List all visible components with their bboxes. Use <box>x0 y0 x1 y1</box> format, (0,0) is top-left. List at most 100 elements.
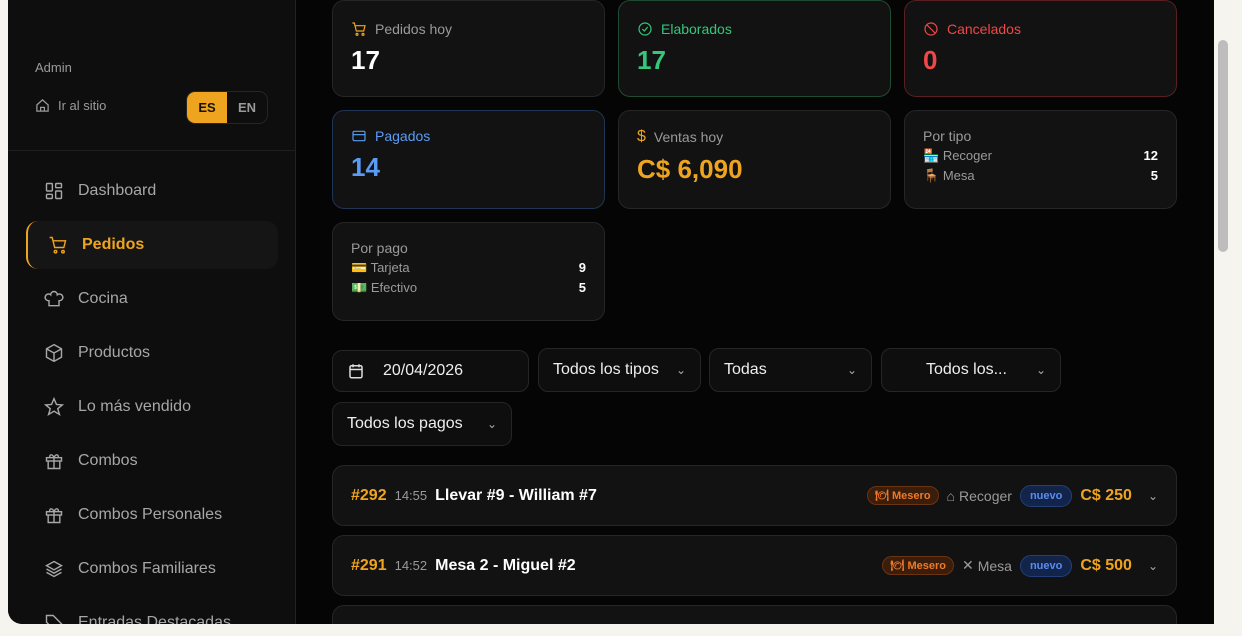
type-label: Mesa <box>977 557 1012 574</box>
stat-label: Ventas hoy <box>653 129 724 145</box>
stat-por-tipo: Por tipo 🏪 Recoger 12 🪑 Mesa 5 <box>904 110 1177 209</box>
home-icon <box>36 99 49 112</box>
payment-filter[interactable]: Todos los pagos ⌄ <box>332 402 512 446</box>
gift-icon <box>45 454 63 470</box>
calendar-icon <box>349 364 363 379</box>
date-value: 20/04/2026 <box>383 362 464 379</box>
por-tipo-row: 🪑 Mesa 5 <box>923 168 1158 184</box>
sidebar-item-combos-personales[interactable]: Combos Personales <box>26 491 278 539</box>
por-pago-row: 💵 Efectivo 5 <box>351 280 586 296</box>
order-time: 14:52 <box>394 558 428 573</box>
row-name: Recoger <box>942 148 992 163</box>
store-emoji-icon: 🏪 <box>923 148 940 163</box>
sidebar-item-productos[interactable]: Productos <box>26 329 278 377</box>
stat-label: Elaborados <box>661 21 732 37</box>
sidebar-item-combos[interactable]: Combos <box>26 437 278 485</box>
stat-cancelados: Cancelados 0 <box>904 0 1177 97</box>
order-row[interactable] <box>332 605 1177 624</box>
row-count: 9 <box>578 260 586 275</box>
scrollbar-thumb[interactable] <box>1218 40 1228 252</box>
source-label: Mesero <box>892 490 931 502</box>
third-filter-value: Todos los... <box>926 361 1007 378</box>
utensils-crossed-icon: ✕ <box>961 557 974 573</box>
divider <box>8 150 296 151</box>
lang-es-button[interactable]: ES <box>187 92 227 123</box>
order-row[interactable]: #292 14:55 Llevar #9 - William #7 🍽 Mese… <box>332 465 1177 526</box>
waiter-emoji-icon: 🪑 <box>923 168 940 183</box>
sidebar-item-combos-familiares[interactable]: Combos Familiares <box>26 545 278 593</box>
payment-filter-value: Todos los pagos <box>347 415 463 432</box>
sidebar-item-dashboard[interactable]: Dashboard <box>26 167 278 215</box>
dollar-icon: $ <box>637 128 646 145</box>
chevron-down-icon: ⌄ <box>846 363 857 377</box>
sidebar-item-label: Combos Familiares <box>78 560 216 577</box>
chef-hat-icon <box>44 290 64 307</box>
sidebar-item-mas-vendido[interactable]: Lo más vendido <box>26 383 278 431</box>
row-name: Efectivo <box>370 280 418 295</box>
sidebar-item-label: Lo más vendido <box>78 398 191 415</box>
cart-icon <box>352 22 366 36</box>
status-filter-value: Todas <box>724 361 767 378</box>
sidebar-item-label: Combos Personales <box>78 506 223 523</box>
stat-value: 17 <box>351 45 380 75</box>
status-badge: nuevo <box>1019 554 1073 577</box>
order-type: ⌂ Recoger <box>947 488 1012 504</box>
sidebar-item-label: Productos <box>78 344 151 361</box>
sidebar-item-cocina[interactable]: Cocina <box>26 275 278 323</box>
stat-value: 14 <box>351 152 380 182</box>
source-badge: 🍽 Mesero <box>882 556 954 575</box>
sidebar: Admin Ir al sitio ES EN Dashboard Pedido… <box>8 0 296 624</box>
row-name: Tarjeta <box>370 260 410 275</box>
por-pago-row: 💳 Tarjeta 9 <box>351 260 586 276</box>
third-filter[interactable]: Todos los... ⌄ <box>881 348 1061 392</box>
stat-label: Pedidos hoy <box>375 21 453 37</box>
stat-label: Cancelados <box>947 21 1021 37</box>
stat-por-pago: Por pago 💳 Tarjeta 9 💵 Efectivo 5 <box>332 222 605 321</box>
scrollbar[interactable] <box>1214 0 1242 624</box>
type-label: Recoger <box>959 487 1012 504</box>
plate-icon: 🍽 <box>874 490 893 502</box>
sidebar-item-pedidos[interactable]: Pedidos <box>26 221 278 269</box>
store-icon: ⌂ <box>946 487 956 504</box>
row-count: 5 <box>578 280 586 295</box>
go-to-site-label: Ir al sitio <box>58 98 107 113</box>
stat-pagados: Pagados 14 <box>332 110 605 209</box>
source-badge: 🍽 Mesero <box>866 486 939 505</box>
chevron-down-icon: ⌄ <box>1035 363 1046 377</box>
chevron-down-icon[interactable]: ⌄ <box>1147 488 1158 503</box>
sidebar-item-label: Pedidos <box>82 236 145 253</box>
app-window: Admin Ir al sitio ES EN Dashboard Pedido… <box>8 0 1214 624</box>
stat-pedidos-hoy: Pedidos hoy 17 <box>332 0 605 97</box>
star-icon <box>44 397 64 417</box>
order-time: 14:55 <box>394 488 428 503</box>
lang-en-button[interactable]: EN <box>237 100 257 115</box>
type-filter-value: Todos los tipos <box>553 361 659 378</box>
stat-label: Por tipo <box>923 128 972 144</box>
chevron-down-icon[interactable]: ⌄ <box>1147 558 1158 573</box>
sidebar-nav: Dashboard Pedidos Cocina Productos Lo má… <box>26 167 278 624</box>
status-filter[interactable]: Todas ⌄ <box>709 348 872 392</box>
sidebar-item-entradas[interactable]: Entradas Destacadas <box>26 599 278 624</box>
date-filter[interactable]: 20/04/2026 <box>332 350 529 392</box>
chevron-down-icon: ⌄ <box>675 363 686 377</box>
row-name: Mesa <box>942 168 975 183</box>
language-toggle: ES EN <box>186 91 268 124</box>
gift-icon <box>45 508 63 524</box>
order-row[interactable]: #291 14:52 Mesa 2 - Miguel #2 🍽 Mesero ✕… <box>332 535 1177 596</box>
layers-icon <box>45 560 63 578</box>
stat-ventas-hoy: $ Ventas hoy C$ 6,090 <box>618 110 891 209</box>
order-name: Mesa 2 - Miguel #2 <box>435 556 576 574</box>
grid-icon <box>45 182 63 200</box>
stat-label: Pagados <box>375 128 431 144</box>
ban-icon <box>924 22 938 36</box>
go-to-site-link[interactable]: Ir al sitio <box>35 98 106 113</box>
order-total: C$ 500 <box>1080 556 1132 574</box>
order-id: #291 <box>351 556 387 574</box>
sidebar-item-label: Cocina <box>78 290 128 307</box>
card-emoji-icon: 💳 <box>351 260 368 275</box>
sidebar-item-label: Entradas Destacadas <box>78 614 231 624</box>
por-tipo-row: 🏪 Recoger 12 <box>923 148 1158 164</box>
stat-value: 17 <box>637 45 666 75</box>
type-filter[interactable]: Todos los tipos ⌄ <box>538 348 701 392</box>
cart-icon <box>49 236 67 254</box>
